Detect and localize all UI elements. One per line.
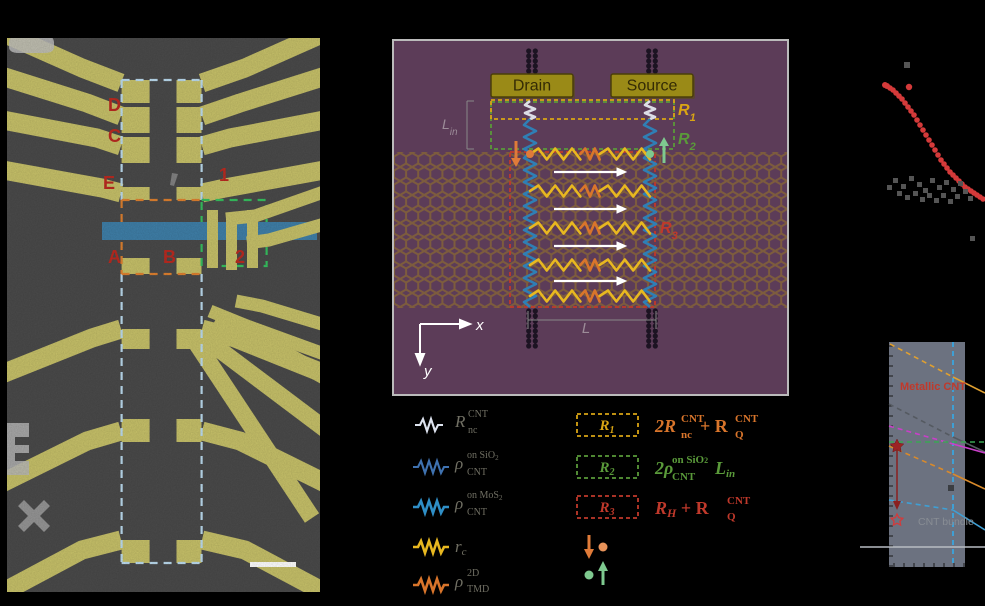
svg-text:nc: nc <box>468 425 478 436</box>
svg-text:on SiO2: on SiO2 <box>672 454 708 466</box>
svg-text:R3: R3 <box>598 500 614 518</box>
svg-text:R1: R1 <box>598 418 614 436</box>
svg-text:x: x <box>475 317 484 334</box>
svg-text:R2: R2 <box>598 460 614 478</box>
svg-text:CNT bundle: CNT bundle <box>918 516 974 528</box>
svg-text:nc: nc <box>681 429 692 441</box>
svg-text:CNT: CNT <box>672 471 696 483</box>
svg-text:R: R <box>454 412 466 431</box>
svg-text:ρ: ρ <box>454 494 463 513</box>
svg-text:ρ: ρ <box>454 572 463 591</box>
svg-text:Q: Q <box>735 429 744 441</box>
svg-text:L: L <box>582 320 590 337</box>
svg-text:CNT: CNT <box>467 467 487 478</box>
svg-text:Lin: Lin <box>714 458 735 480</box>
svg-text:ρ: ρ <box>454 454 463 473</box>
svg-text:on SiO2: on SiO2 <box>467 450 499 462</box>
svg-text:2R: 2R <box>654 416 676 436</box>
svg-text:Q: Q <box>727 511 736 523</box>
svg-text:CNT: CNT <box>467 507 487 518</box>
svg-text:CNT: CNT <box>468 409 488 420</box>
svg-text:+ R: + R <box>700 416 729 436</box>
svg-text:on MoS2: on MoS2 <box>467 490 503 502</box>
svg-text:Metallic CNT: Metallic CNT <box>900 381 966 393</box>
svg-text:CNT: CNT <box>735 413 759 425</box>
svg-text:Drain: Drain <box>513 78 551 95</box>
svg-text:TMD: TMD <box>467 584 489 595</box>
svg-text:RH + R: RH + R <box>654 498 710 520</box>
svg-text:rc: rc <box>455 537 467 558</box>
svg-text:Source: Source <box>627 78 678 95</box>
svg-text:2D: 2D <box>467 568 479 579</box>
svg-text:2ρ: 2ρ <box>654 458 673 478</box>
svg-text:CNT: CNT <box>727 495 751 507</box>
